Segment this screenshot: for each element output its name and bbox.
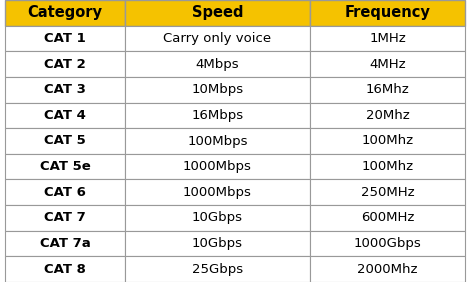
Text: 10Mbps: 10Mbps	[191, 83, 243, 96]
Bar	[125, 0, 310, 26]
Bar	[5, 231, 125, 256]
Bar	[5, 179, 125, 205]
Bar	[125, 103, 310, 128]
Text: 25Gbps: 25Gbps	[192, 263, 243, 276]
Bar	[310, 26, 465, 51]
Bar	[310, 231, 465, 256]
Text: 100Mhz: 100Mhz	[361, 135, 414, 147]
Text: 100Mbps: 100Mbps	[187, 135, 248, 147]
Bar	[5, 0, 125, 26]
Text: CAT 1: CAT 1	[44, 32, 86, 45]
Text: 100Mhz: 100Mhz	[361, 160, 414, 173]
Bar	[125, 179, 310, 205]
Text: 600MHz: 600MHz	[361, 212, 414, 224]
Bar	[125, 77, 310, 103]
Text: CAT 2: CAT 2	[44, 58, 86, 70]
Bar	[5, 256, 125, 282]
Text: 10Gbps: 10Gbps	[192, 237, 243, 250]
Bar	[125, 231, 310, 256]
Bar	[310, 128, 465, 154]
Bar	[125, 128, 310, 154]
Text: CAT 8: CAT 8	[44, 263, 86, 276]
Bar	[5, 51, 125, 77]
Text: CAT 7a: CAT 7a	[39, 237, 90, 250]
Text: CAT 3: CAT 3	[44, 83, 86, 96]
Text: 2000Mhz: 2000Mhz	[357, 263, 418, 276]
Text: 1000Mbps: 1000Mbps	[183, 160, 252, 173]
Text: 16Mhz: 16Mhz	[366, 83, 409, 96]
Bar	[125, 51, 310, 77]
Text: 20Mhz: 20Mhz	[366, 109, 409, 122]
Bar	[5, 77, 125, 103]
Bar	[5, 103, 125, 128]
Bar	[310, 179, 465, 205]
Text: 16Mbps: 16Mbps	[191, 109, 243, 122]
Bar	[5, 128, 125, 154]
Bar	[5, 26, 125, 51]
Bar	[310, 51, 465, 77]
Text: CAT 6: CAT 6	[44, 186, 86, 199]
Bar	[310, 256, 465, 282]
Text: CAT 5e: CAT 5e	[39, 160, 90, 173]
Bar	[125, 256, 310, 282]
Text: CAT 4: CAT 4	[44, 109, 86, 122]
Text: Speed: Speed	[192, 5, 243, 20]
Text: CAT 7: CAT 7	[44, 212, 86, 224]
Bar	[125, 26, 310, 51]
Text: 1000Gbps: 1000Gbps	[353, 237, 422, 250]
Text: 4Mbps: 4Mbps	[196, 58, 239, 70]
Bar	[5, 154, 125, 179]
Text: Category: Category	[28, 5, 102, 20]
Bar	[125, 205, 310, 231]
Text: 1MHz: 1MHz	[369, 32, 406, 45]
Text: Frequency: Frequency	[345, 5, 431, 20]
Bar	[310, 103, 465, 128]
Text: 10Gbps: 10Gbps	[192, 212, 243, 224]
Text: 1000Mbps: 1000Mbps	[183, 186, 252, 199]
Text: 250MHz: 250MHz	[360, 186, 415, 199]
Bar	[5, 205, 125, 231]
Text: CAT 5: CAT 5	[44, 135, 86, 147]
Bar	[310, 205, 465, 231]
Bar	[125, 154, 310, 179]
Text: 4MHz: 4MHz	[369, 58, 406, 70]
Text: Carry only voice: Carry only voice	[164, 32, 272, 45]
Bar	[310, 154, 465, 179]
Bar	[310, 77, 465, 103]
Bar	[310, 0, 465, 26]
